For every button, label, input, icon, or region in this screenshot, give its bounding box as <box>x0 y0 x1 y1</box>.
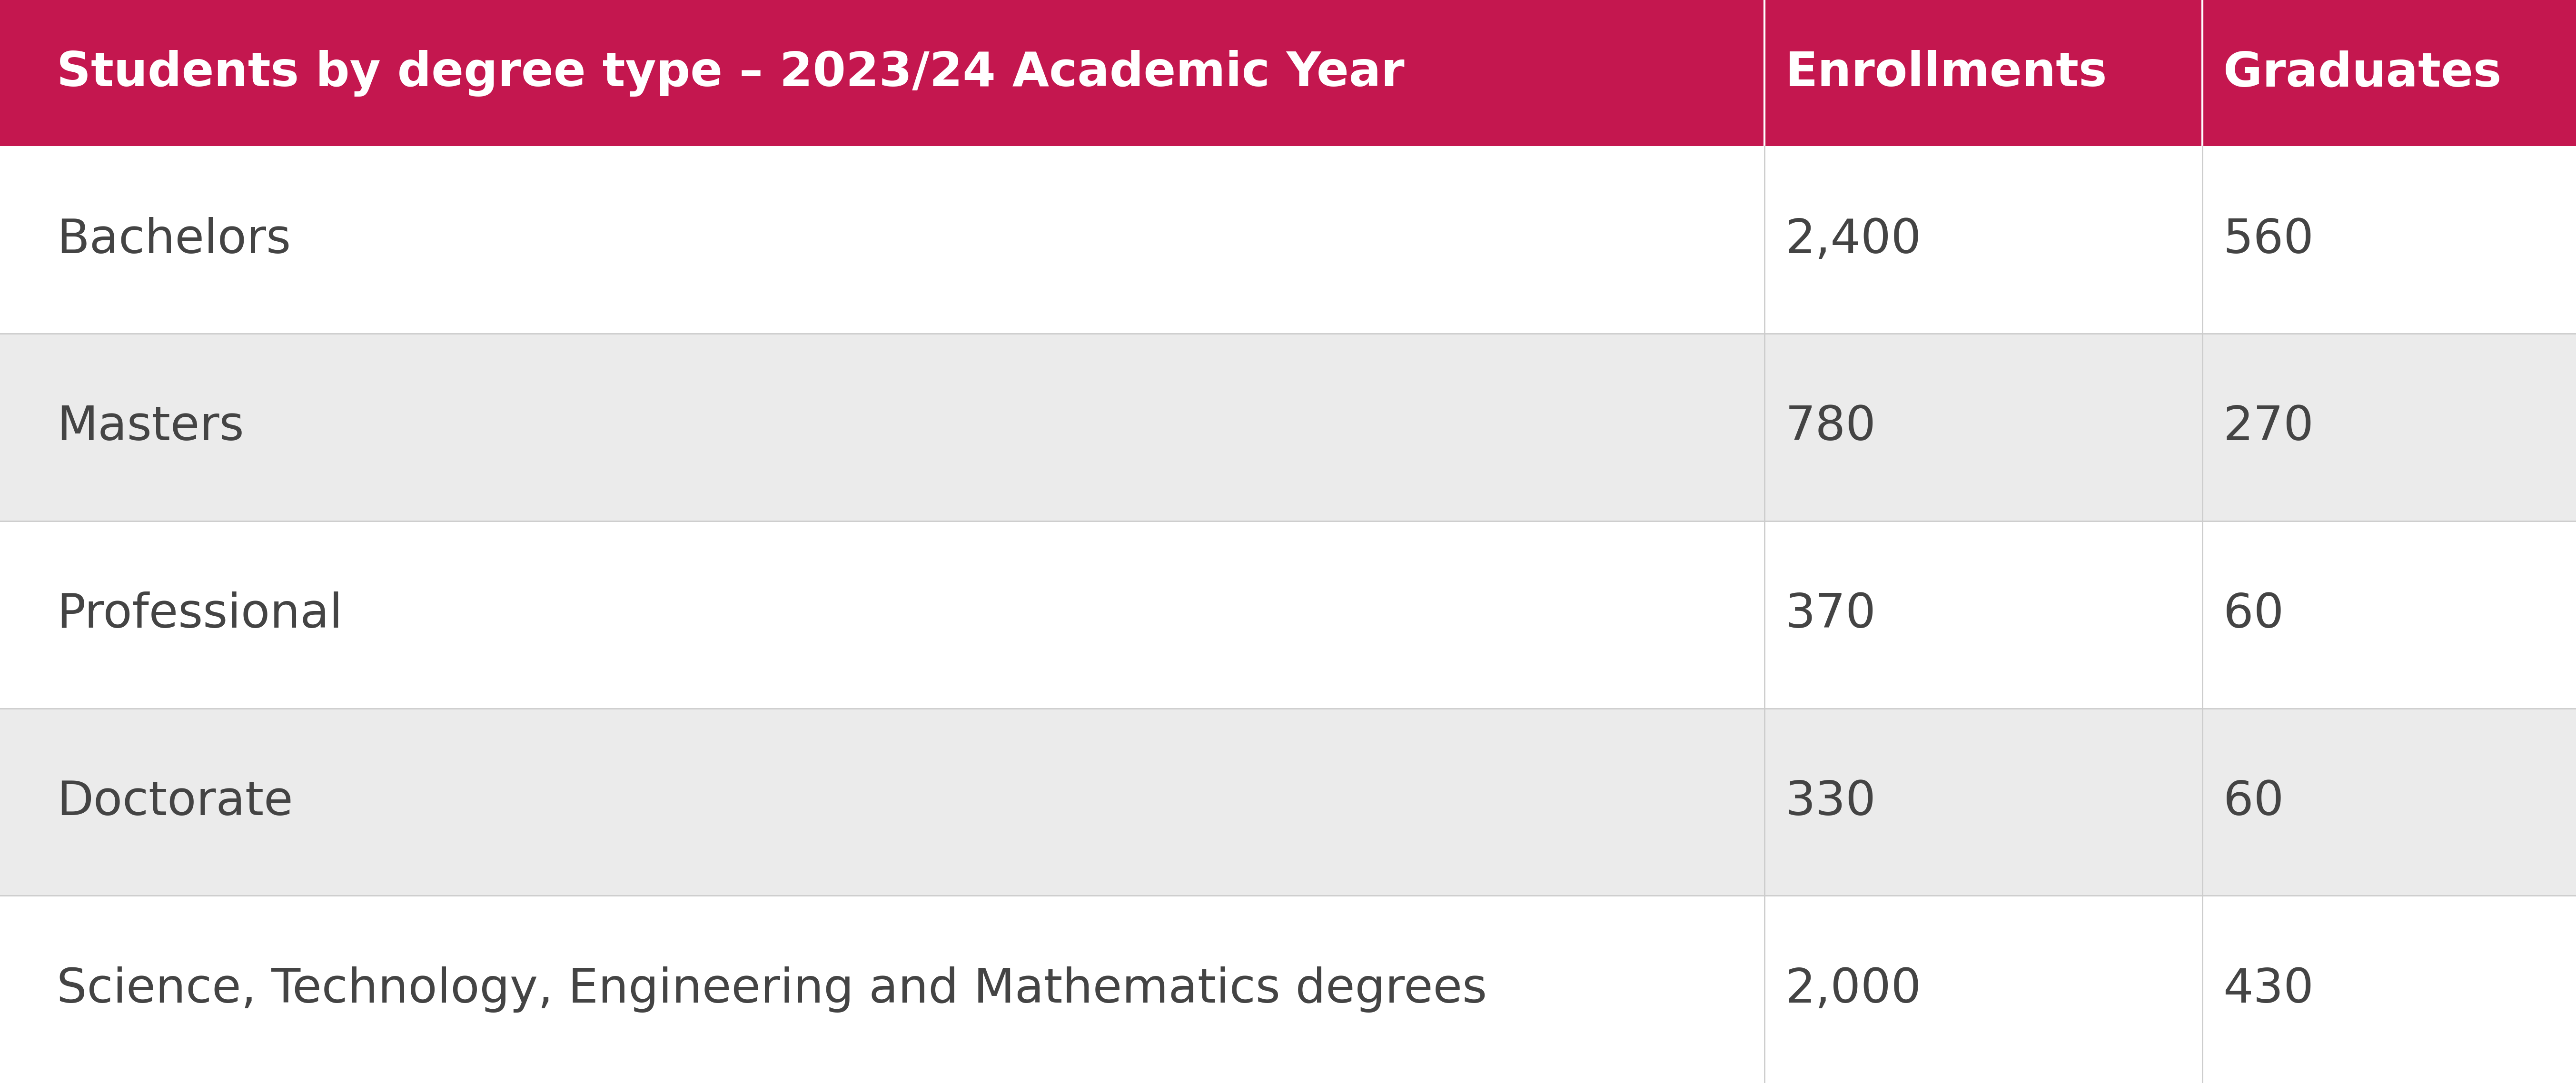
Text: 330: 330 <box>1785 779 1875 825</box>
Text: 2,000: 2,000 <box>1785 966 1922 1013</box>
Text: 60: 60 <box>2223 779 2285 825</box>
Text: 430: 430 <box>2223 966 2313 1013</box>
Text: 2,400: 2,400 <box>1785 217 1922 263</box>
Text: 370: 370 <box>1785 591 1875 638</box>
Text: Bachelors: Bachelors <box>57 217 291 263</box>
Text: Masters: Masters <box>57 404 245 451</box>
Text: Students by degree type – 2023/24 Academic Year: Students by degree type – 2023/24 Academ… <box>57 50 1404 96</box>
Text: Graduates: Graduates <box>2223 50 2501 96</box>
Text: 560: 560 <box>2223 217 2313 263</box>
Bar <box>0 708 2576 896</box>
Text: Professional: Professional <box>57 591 343 638</box>
Bar <box>0 896 2576 1083</box>
Bar <box>0 334 2576 521</box>
Bar <box>0 146 2576 334</box>
Text: 270: 270 <box>2223 404 2313 451</box>
Bar <box>0 521 2576 708</box>
Text: 60: 60 <box>2223 591 2285 638</box>
Bar <box>0 0 2576 146</box>
Text: Science, Technology, Engineering and Mathematics degrees: Science, Technology, Engineering and Mat… <box>57 966 1486 1013</box>
Text: Enrollments: Enrollments <box>1785 50 2107 96</box>
Text: 780: 780 <box>1785 404 1875 451</box>
Text: Doctorate: Doctorate <box>57 779 294 825</box>
